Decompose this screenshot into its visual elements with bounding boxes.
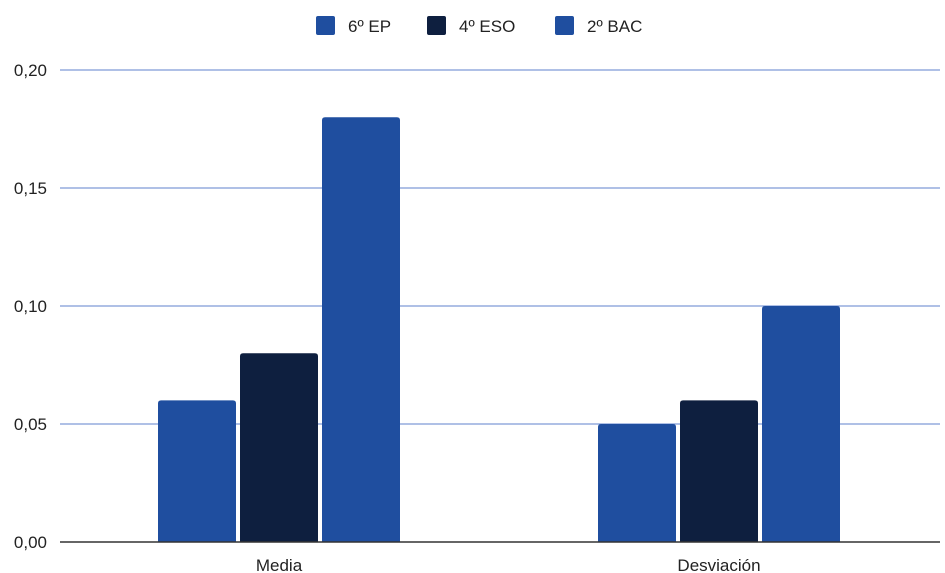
- legend: 6º EP 4º ESO 2º BAC: [316, 16, 642, 36]
- bar-desviaci-n-series-2: [762, 306, 840, 542]
- bar-media-series-0: [158, 400, 236, 542]
- legend-swatch: [555, 16, 574, 35]
- y-tick-label: 0,05: [14, 415, 47, 434]
- legend-label: 2º BAC: [587, 17, 642, 36]
- legend-swatch: [316, 16, 335, 35]
- x-category-label: Desviación: [677, 556, 760, 573]
- x-axis: Media Desviación: [60, 541, 940, 573]
- y-tick-label: 0,20: [14, 61, 47, 80]
- y-tick-label: 0,10: [14, 297, 47, 316]
- bar-media-series-2: [322, 117, 400, 542]
- y-tick-label: 0,15: [14, 179, 47, 198]
- y-axis: 0,00 0,05 0,10 0,15 0,20: [14, 61, 47, 552]
- legend-label: 6º EP: [348, 17, 391, 36]
- bar-desviaci-n-series-1: [680, 400, 758, 542]
- bar-desviaci-n-series-0: [598, 424, 676, 542]
- legend-label: 4º ESO: [459, 17, 515, 36]
- legend-swatch: [427, 16, 446, 35]
- bars: [158, 117, 840, 542]
- y-tick-label: 0,00: [14, 533, 47, 552]
- x-category-label: Media: [256, 556, 303, 573]
- bar-media-series-1: [240, 353, 318, 542]
